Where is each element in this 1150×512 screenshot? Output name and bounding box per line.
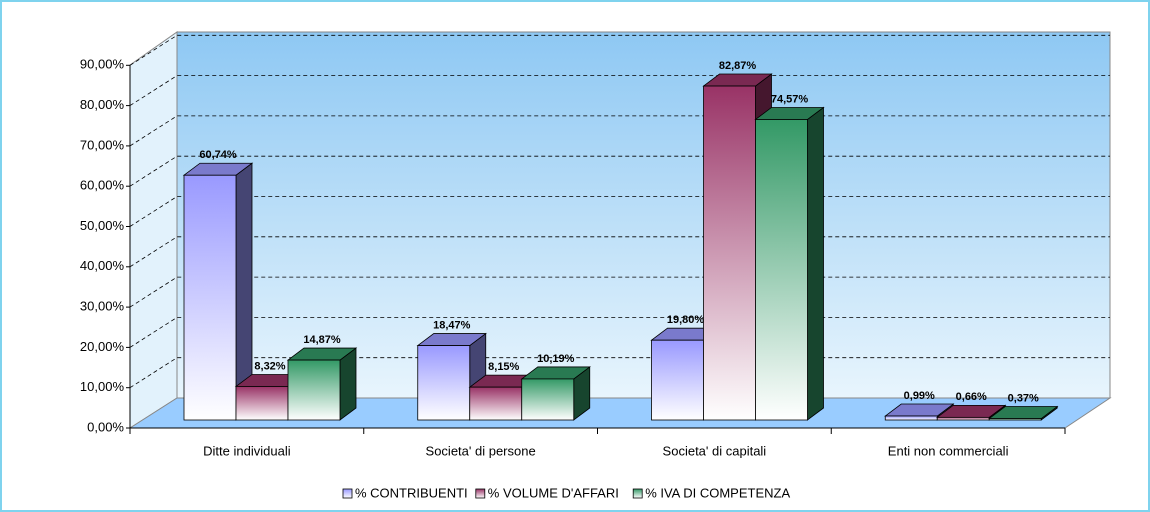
y-tick-label: 70,00%: [80, 137, 125, 152]
legend-label: % CONTRIBUENTI: [355, 485, 468, 500]
value-label: 0,37%: [1008, 392, 1039, 404]
value-label: 14,87%: [303, 334, 341, 346]
bar-side: [339, 347, 357, 421]
bar: [988, 405, 1059, 421]
value-label: 8,15%: [488, 361, 519, 373]
x-tick-label: Ditte individuali: [203, 443, 291, 458]
bar-front: [183, 174, 237, 421]
y-tick-label: 90,00%: [80, 57, 125, 72]
bar-front: [703, 85, 756, 421]
y-tick-label: 10,00%: [80, 379, 125, 394]
value-label: 0,66%: [956, 391, 987, 403]
legend-swatch: [342, 488, 353, 499]
value-label: 0,99%: [904, 390, 935, 402]
y-tick-label: 40,00%: [80, 258, 125, 273]
value-label: 8,32%: [254, 360, 285, 372]
side-wall: [129, 31, 178, 429]
bar-front: [287, 359, 341, 421]
bar-front: [884, 415, 938, 421]
value-label: 19,80%: [667, 314, 705, 326]
value-label: 18,47%: [433, 319, 471, 331]
value-label: 60,74%: [199, 149, 237, 161]
value-label: 10,19%: [537, 353, 575, 365]
y-tick-label: 0,00%: [87, 419, 124, 434]
bar-front: [417, 345, 471, 421]
bar-front: [521, 378, 575, 421]
bar: [520, 366, 591, 421]
y-tick-label: 20,00%: [80, 339, 125, 354]
bar-front: [988, 418, 1042, 421]
bar-side: [807, 106, 824, 421]
bar: [182, 162, 254, 421]
legend-label: % VOLUME D'AFFARI: [488, 485, 619, 500]
value-label: 82,87%: [719, 60, 757, 72]
x-tick-label: Societa' di capitali: [663, 443, 767, 458]
legend-swatch: [632, 488, 643, 499]
bar: [286, 347, 358, 421]
y-tick-label: 60,00%: [80, 178, 125, 193]
bar-front: [651, 339, 704, 421]
x-tick-label: Societa' di persone: [426, 443, 536, 458]
bar-front: [469, 386, 523, 421]
bar-front: [235, 386, 289, 421]
bar-front: [936, 416, 990, 421]
legend-swatch: [475, 488, 486, 499]
x-tick-label: Enti non commerciali: [888, 443, 1009, 458]
y-tick-label: 50,00%: [80, 218, 125, 233]
y-tick-label: 80,00%: [80, 97, 125, 112]
bar-front: [755, 119, 808, 421]
value-label: 74,57%: [771, 93, 809, 105]
y-tick-label: 30,00%: [80, 299, 125, 314]
bar: [754, 106, 825, 421]
legend-label: % IVA DI COMPETENZA: [645, 485, 790, 500]
